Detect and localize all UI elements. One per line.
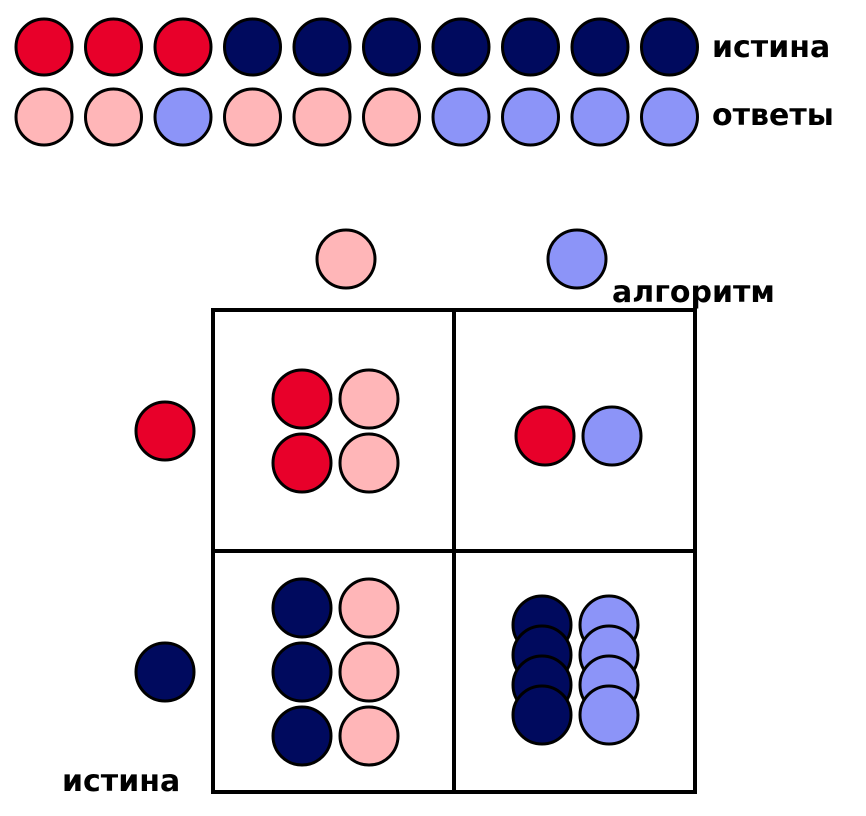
- answer-circle-positive: [292, 87, 352, 147]
- truth-circle-negative: [501, 17, 560, 77]
- cell-truth-circle: [511, 684, 573, 746]
- truth-circle-positive: [153, 17, 213, 77]
- row-headers: [134, 400, 196, 703]
- answer-circle-negative: [431, 87, 491, 147]
- cell-truth-circle: [271, 432, 333, 494]
- truth-circle-negative: [431, 17, 491, 77]
- matrix-cell-positive-negative: [514, 405, 643, 467]
- matrix-grid: [211, 308, 697, 794]
- answer-circle-negative: [153, 87, 213, 147]
- cell-answer-circle: [338, 577, 400, 639]
- row-header-positive-circle: [134, 400, 196, 462]
- truth-row-label: истина: [712, 30, 830, 65]
- truth-circle-negative: [223, 17, 282, 77]
- algorithm-axis-label: алгоритм: [612, 275, 775, 310]
- column-headers: [315, 228, 608, 290]
- cell-truth-circle: [271, 641, 333, 703]
- answer-circle-positive: [362, 87, 421, 147]
- cell-truth-circle: [271, 577, 333, 639]
- row-header-negative-circle: [134, 641, 196, 703]
- column-header-negative-circle: [546, 228, 608, 290]
- truth-circle-positive: [84, 17, 143, 77]
- cell-answer-circle: [581, 405, 643, 467]
- column-header-positive-circle: [315, 228, 377, 290]
- truth-circle-positive: [14, 17, 74, 77]
- top-sequences: [14, 17, 699, 147]
- cell-answer-circle: [338, 368, 400, 430]
- matrix-cell-positive-positive: [271, 368, 400, 494]
- cell-truth-circle: [271, 368, 333, 430]
- answer-circle-positive: [14, 87, 74, 147]
- cell-truth-circle: [271, 705, 333, 767]
- cell-answer-circle: [338, 705, 400, 767]
- matrix-cells: [271, 368, 643, 767]
- matrix-cell-negative-negative: [511, 594, 640, 746]
- cell-answer-circle: [338, 432, 400, 494]
- truth-circle-negative: [292, 17, 352, 77]
- truth-circle-negative: [362, 17, 421, 77]
- answers-row-label: ответы: [712, 98, 834, 133]
- cell-answer-circle: [578, 684, 640, 746]
- answer-circle-negative: [501, 87, 560, 147]
- truth-axis-label: истина: [62, 764, 180, 799]
- truth-circle-negative: [570, 17, 630, 77]
- cell-answer-circle: [338, 641, 400, 703]
- cell-truth-circle: [514, 405, 576, 467]
- answer-circle-positive: [84, 87, 143, 147]
- answer-circle-negative: [640, 87, 699, 147]
- answer-circle-positive: [223, 87, 282, 147]
- matrix-cell-negative-positive: [271, 577, 400, 767]
- answer-circle-negative: [570, 87, 630, 147]
- truth-circle-negative: [640, 17, 699, 77]
